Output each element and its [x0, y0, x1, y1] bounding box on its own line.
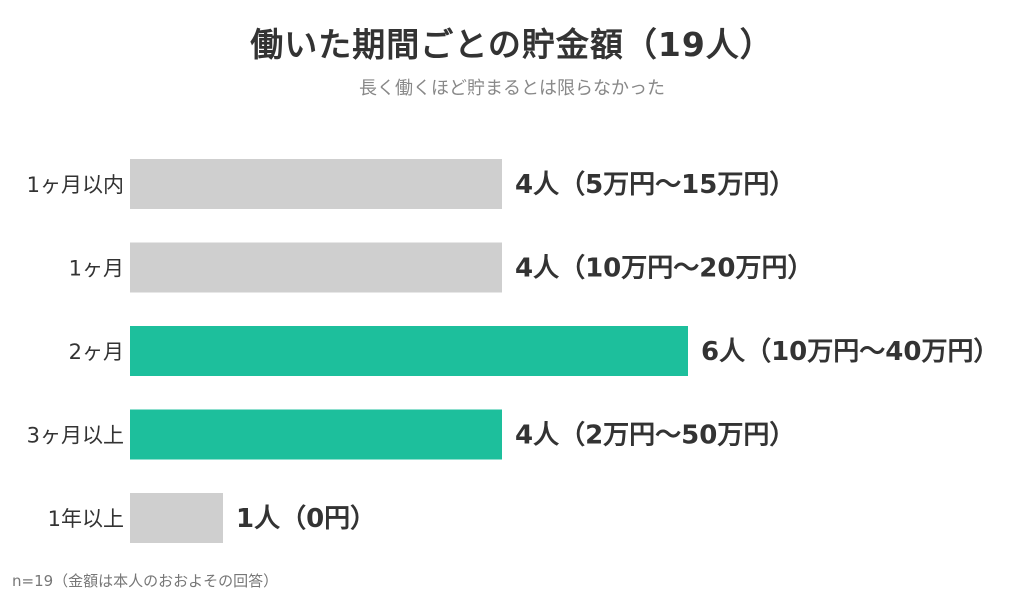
value-label: 6人（10万円〜40万円） [701, 337, 999, 367]
bar [130, 326, 688, 376]
bar [130, 159, 502, 209]
category-label: 1ヶ月 [69, 257, 124, 281]
bar [130, 409, 502, 460]
bar [130, 493, 223, 543]
category-label: 3ヶ月以上 [27, 424, 124, 448]
category-label: 1年以上 [48, 507, 124, 531]
bar [130, 242, 502, 293]
value-label: 4人（5万円〜15万円） [515, 170, 795, 200]
value-label: 1人（0円） [236, 504, 376, 534]
value-label: 4人（2万円〜50万円） [515, 421, 795, 451]
category-label: 2ヶ月 [69, 340, 124, 364]
category-label: 1ヶ月以内 [27, 173, 124, 197]
chart-title: 働いた期間ごとの貯金額（19人） [250, 25, 774, 64]
chart-subtitle: 長く働くほど貯まるとは限らなかった [359, 78, 665, 99]
value-label: 4人（10万円〜20万円） [515, 254, 813, 284]
footnote: n=19（金額は本人のおおよその回答） [12, 572, 279, 590]
